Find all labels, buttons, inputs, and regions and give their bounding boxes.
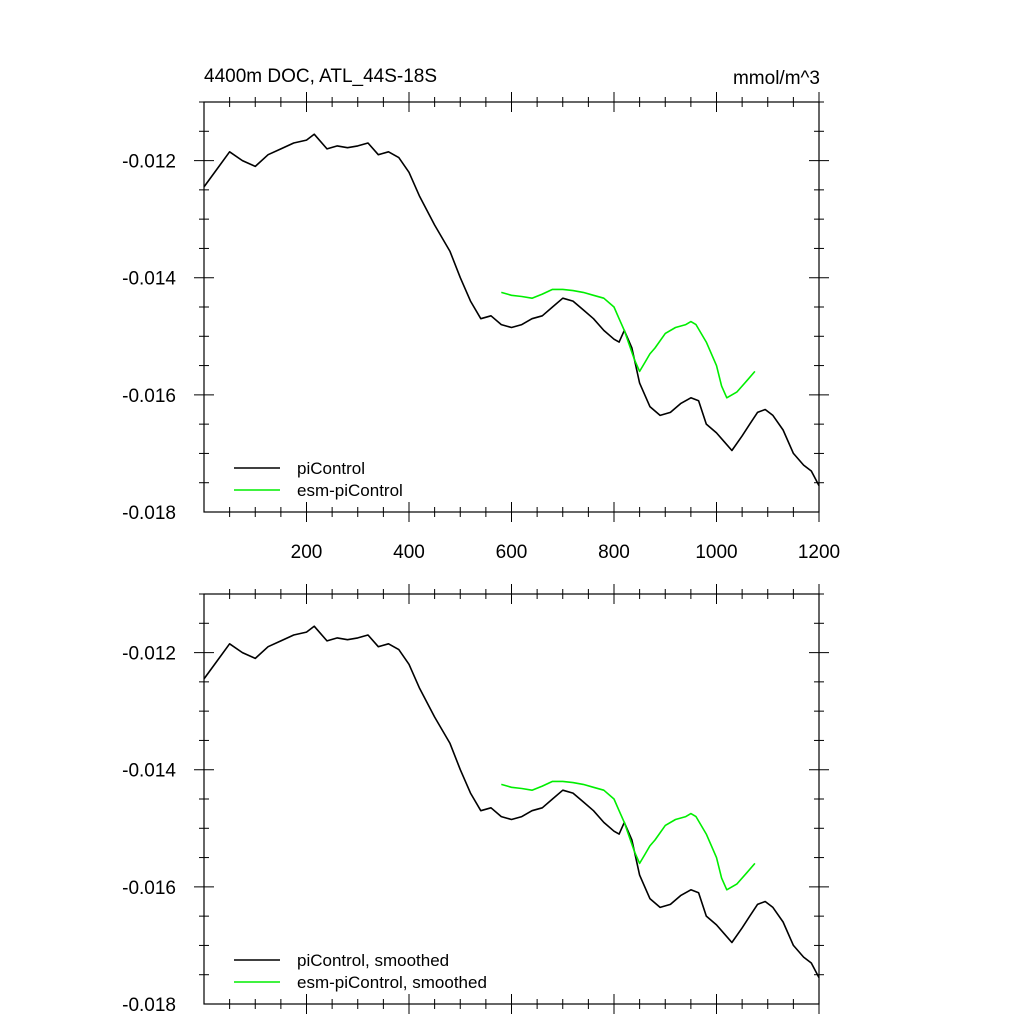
x-tick-label: 400: [393, 542, 425, 563]
y-tick-label: -0.018: [122, 503, 176, 524]
x-tick-label: 800: [598, 542, 630, 563]
legend-label: esm-piControl: [297, 481, 403, 500]
series-line-1: [501, 780, 756, 891]
legend-label: piControl: [297, 459, 365, 478]
bottom-panel: -0.012 -0.014 -0.016 -0.018 piControl, smoot…: [122, 584, 829, 1016]
y-tick-label: -0.014: [122, 269, 176, 290]
units-label: mmol/m^3: [733, 68, 820, 89]
plot-frame: [203, 593, 820, 1005]
x-tick-label: 1200: [798, 542, 840, 563]
chart-title: 4400m DOC, ATL_44S-18S: [204, 66, 437, 87]
y-tick-label: -0.016: [122, 878, 176, 899]
legend-label: piControl, smoothed: [297, 951, 449, 970]
y-tick-label: -0.014: [122, 761, 176, 782]
x-tick-label: 600: [496, 542, 528, 563]
x-tick-label: 200: [291, 542, 323, 563]
y-tick-label: -0.018: [122, 995, 176, 1016]
legend-label: esm-piControl, smoothed: [297, 973, 487, 992]
plot-frame: [203, 101, 820, 513]
y-tick-label: -0.012: [122, 644, 176, 665]
series-line-1: [501, 288, 756, 399]
series-line-0: [203, 133, 820, 486]
series-line-0: [203, 625, 820, 978]
y-tick-label: -0.012: [122, 152, 176, 173]
y-tick-label: -0.016: [122, 386, 176, 407]
top-panel: -0.012 -0.014 -0.016 -0.018 200 400 600 800 1000…: [122, 92, 840, 563]
x-tick-label: 1000: [695, 542, 737, 563]
